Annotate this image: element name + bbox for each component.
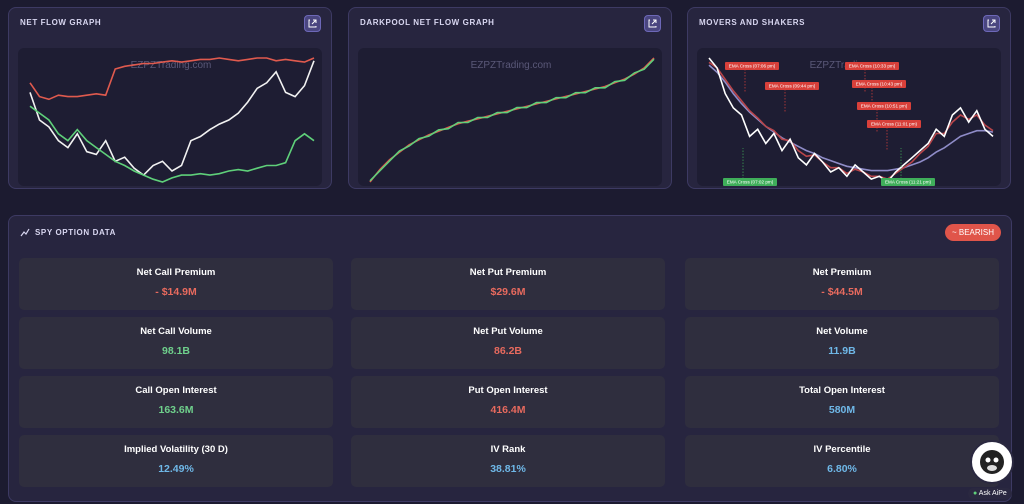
watermark: EZPZTrading.com bbox=[131, 60, 212, 71]
stat-label: Net Put Premium bbox=[469, 267, 547, 278]
series-line bbox=[29, 57, 315, 101]
stat-value: 98.1B bbox=[161, 345, 191, 357]
stat-label: Net Put Volume bbox=[473, 326, 543, 337]
stat-card: Net Call Premium - $14.9M bbox=[19, 258, 333, 310]
annotation-label: EMA Cross (11:01 pm) bbox=[871, 122, 918, 127]
stat-value: 12.49% bbox=[158, 463, 194, 475]
open-button[interactable] bbox=[644, 15, 661, 32]
annotation-box bbox=[765, 82, 819, 90]
open-button[interactable] bbox=[983, 15, 1000, 32]
stat-card: Call Open Interest 163.6M bbox=[19, 376, 333, 428]
annotation-box bbox=[867, 120, 921, 128]
assistant-button[interactable]: ● Ask AiPe bbox=[968, 488, 1012, 499]
panel-title: NET FLOW GRAPH bbox=[20, 18, 102, 27]
watermark: EZPZTrading.com bbox=[471, 60, 552, 71]
stat-label: Total Open Interest bbox=[799, 385, 885, 396]
plot-area: EZPZTrading.com bbox=[358, 48, 662, 186]
stat-label: IV Percentile bbox=[813, 444, 871, 455]
panel-title: MOVERS AND SHAKERS bbox=[699, 18, 806, 27]
open-icon bbox=[308, 19, 317, 28]
annotation-label: EMA Cross (10:43 pm) bbox=[856, 82, 903, 87]
annotation-label: EMA Cross (07:02 pm) bbox=[727, 180, 774, 185]
annotation-box bbox=[852, 80, 906, 88]
stat-card: Net Put Volume 86.2B bbox=[351, 317, 665, 369]
stat-value: - $44.5M bbox=[821, 286, 863, 298]
annotation-box bbox=[723, 178, 777, 186]
stat-card: Implied Volatility (30 D) 12.49% bbox=[19, 435, 333, 487]
annotation-label: EMA Cross (09:44 pm) bbox=[769, 84, 816, 89]
option-panel: SPY OPTION DATA ~ BEARISH Net Call Premi… bbox=[8, 215, 1012, 502]
stat-value: 416.4M bbox=[490, 404, 526, 416]
stat-label: Implied Volatility (30 D) bbox=[124, 444, 228, 455]
stat-value: 38.81% bbox=[490, 463, 526, 475]
sentiment-badge[interactable]: ~ BEARISH bbox=[944, 224, 1001, 241]
open-icon bbox=[987, 19, 996, 28]
stat-card: Net Call Volume 98.1B bbox=[19, 317, 333, 369]
stat-value: 580M bbox=[828, 404, 856, 416]
stat-label: Net Premium bbox=[812, 267, 872, 278]
open-icon bbox=[648, 19, 657, 28]
stat-value: 11.9B bbox=[828, 345, 856, 357]
series-line bbox=[708, 57, 994, 184]
annotation-box bbox=[881, 178, 935, 186]
chart-panel: NET FLOW GRAPH EZPZTrading.com bbox=[8, 7, 332, 189]
series-line bbox=[369, 58, 655, 182]
stat-value: 86.2B bbox=[493, 345, 523, 357]
open-button[interactable] bbox=[304, 15, 321, 32]
icon bbox=[987, 19, 996, 28]
series-line bbox=[708, 64, 994, 172]
assistant-label: Ask AiPe bbox=[978, 490, 1007, 497]
stat-value: - $14.9M bbox=[155, 286, 197, 298]
chart-panel: MOVERS AND SHAKERS EZPZTrading.comEMA Cro… bbox=[687, 7, 1011, 189]
annotation-box bbox=[857, 102, 911, 110]
avatar-icon bbox=[980, 450, 1004, 474]
panel-title: DARKPOOL NET FLOW GRAPH bbox=[360, 18, 495, 27]
stat-card: IV Percentile 6.80% bbox=[685, 435, 999, 487]
chart: EZPZTrading.comEMA Cross (07:06 pm)EMA C… bbox=[708, 57, 994, 186]
plot-area: EZPZTrading.comEMA Cross (07:06 pm)EMA C… bbox=[697, 48, 1001, 186]
plot-area: EZPZTrading.com bbox=[18, 48, 322, 186]
stat-label: Net Volume bbox=[816, 326, 868, 337]
annotation-label: EMA Cross (07:06 pm) bbox=[729, 64, 776, 69]
chart: EZPZTrading.com bbox=[29, 57, 315, 183]
annotation-box bbox=[845, 62, 899, 70]
stat-label: Net Call Volume bbox=[140, 326, 212, 337]
stat-label: IV Rank bbox=[490, 444, 526, 455]
stat-label: Call Open Interest bbox=[135, 385, 217, 396]
series-line bbox=[369, 57, 655, 183]
assistant-avatar[interactable] bbox=[970, 440, 1014, 484]
stat-card: Put Open Interest 416.4M bbox=[351, 376, 665, 428]
panel-title: SPY OPTION DATA bbox=[35, 228, 117, 237]
stat-label: Put Open Interest bbox=[468, 385, 548, 396]
chart-icon bbox=[20, 228, 30, 237]
stat-card: Net Put Premium $29.6M bbox=[351, 258, 665, 310]
annotation-box bbox=[725, 62, 779, 70]
stat-label: Net Call Premium bbox=[136, 267, 216, 278]
series-line bbox=[29, 60, 315, 177]
icon bbox=[308, 19, 317, 28]
chart-panel: DARKPOOL NET FLOW GRAPH EZPZTrading.com bbox=[348, 7, 672, 189]
stat-value: $29.6M bbox=[490, 286, 526, 298]
icon bbox=[648, 19, 657, 28]
series-line bbox=[29, 105, 315, 183]
chart: EZPZTrading.com bbox=[369, 57, 655, 183]
stat-card: Net Volume 11.9B bbox=[685, 317, 999, 369]
annotation-label: EMA Cross (10:33 pm) bbox=[849, 64, 896, 69]
stat-value: 163.6M bbox=[158, 404, 194, 416]
annotation-label: EMA Cross (10:51 pm) bbox=[861, 104, 908, 109]
stat-card: IV Rank 38.81% bbox=[351, 435, 665, 487]
stat-value: 6.80% bbox=[827, 463, 857, 475]
stat-card: Net Premium - $44.5M bbox=[685, 258, 999, 310]
stat-card: Total Open Interest 580M bbox=[685, 376, 999, 428]
annotation-label: EMA Cross (11:21 pm) bbox=[885, 180, 932, 185]
